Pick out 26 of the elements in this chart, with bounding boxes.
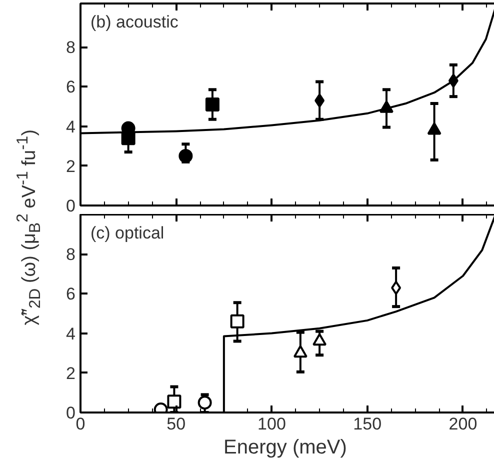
- y-tick-label: 8: [66, 38, 76, 58]
- y-tick-label: 2: [66, 364, 76, 383]
- y-tick-label: 6: [66, 284, 76, 304]
- point: [198, 396, 212, 410]
- point: [312, 333, 327, 346]
- y-tick-label: 4: [66, 324, 76, 344]
- y-tick-label: 0: [66, 196, 76, 216]
- point: [391, 280, 402, 295]
- point: [293, 345, 308, 358]
- x-axis-title: Energy (meV): [224, 436, 347, 458]
- x-tick-label: 100: [258, 414, 286, 434]
- annotation: (b) acoustic: [90, 12, 179, 32]
- x-tick-label: 200: [448, 414, 478, 434]
- point: [167, 394, 182, 409]
- y-tick-label: 4: [66, 117, 76, 136]
- x-tick-label: 150: [353, 414, 382, 434]
- annotation: (c) optical: [90, 224, 164, 242]
- point: [314, 94, 325, 108]
- point: [121, 131, 136, 146]
- point: [205, 98, 220, 112]
- x-tick-label: 50: [166, 414, 186, 434]
- y-tick-label: 6: [66, 78, 76, 97]
- point: [230, 314, 244, 328]
- point: [448, 74, 458, 88]
- y-tick-label: 2: [66, 156, 76, 176]
- y-tick-label: 8: [66, 245, 76, 264]
